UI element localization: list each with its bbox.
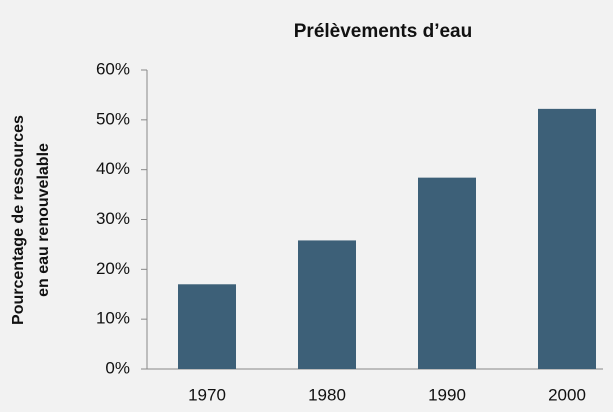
- x-tick-label: 1980: [308, 385, 346, 404]
- y-tick-label: 20%: [96, 259, 130, 278]
- x-tick-label: 2000: [548, 385, 586, 404]
- x-tick-label: 1990: [428, 385, 466, 404]
- chart-title: Prélèvements d’eau: [294, 21, 472, 42]
- y-axis-label: Pourcentage de ressources: [10, 115, 27, 325]
- y-tick-label: 30%: [96, 209, 130, 228]
- x-tick-label: 1970: [188, 385, 226, 404]
- bar: [538, 108, 596, 370]
- y-tick-label: 0%: [105, 358, 130, 377]
- bar: [178, 284, 236, 369]
- y-tick-label: 10%: [96, 309, 130, 328]
- bar: [298, 240, 356, 369]
- bar: [418, 177, 476, 369]
- y-tick-label: 60%: [96, 59, 130, 78]
- y-tick-label: 50%: [96, 109, 130, 128]
- y-axis-label: en eau renouvelable: [35, 143, 52, 297]
- y-tick-label: 40%: [96, 159, 130, 178]
